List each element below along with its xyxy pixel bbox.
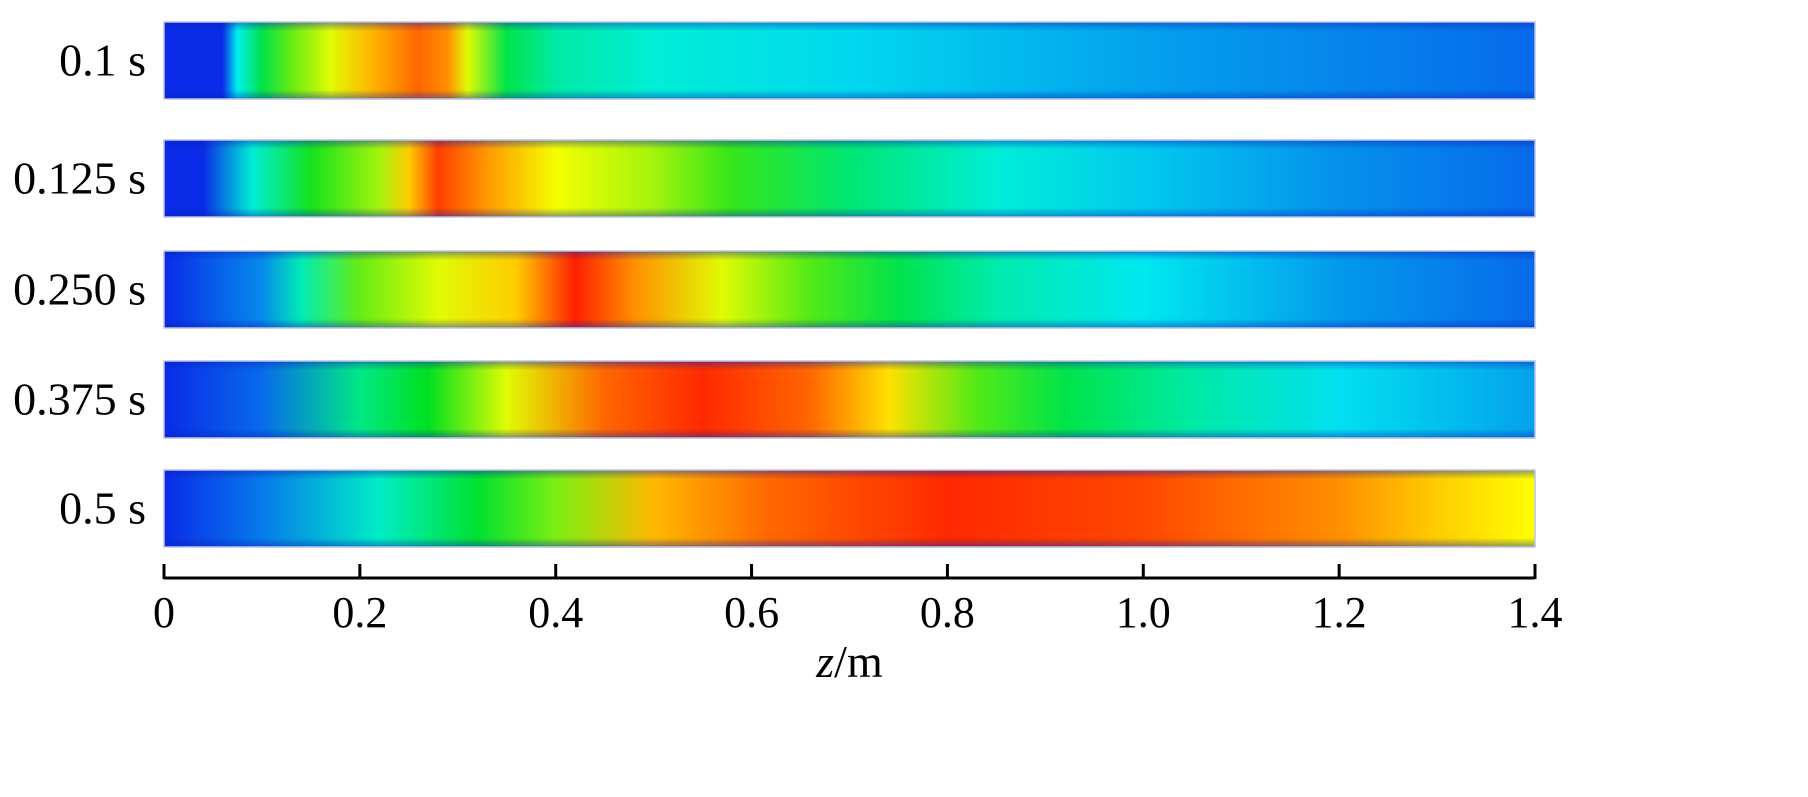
x-axis-title-unit: /m [834,636,883,687]
contour-band-wall-shade-1 [164,140,1535,217]
x-axis-title: z/m [815,636,883,687]
x-tick-label-3: 0.6 [724,588,779,637]
x-axis: 0 0.2 0.4 0.6 0.8 1.0 1.2 1.4 z/m [153,564,1563,687]
x-axis-ticks: 0 0.2 0.4 0.6 0.8 1.0 1.2 1.4 [153,564,1563,637]
x-tick-label-4: 0.8 [920,588,975,637]
row-label-0: 0.1 s [59,35,146,86]
x-tick-label-7: 1.4 [1508,588,1563,637]
contour-band-wall-shade-4 [164,470,1535,547]
contour-band-border-1 [163,139,1536,218]
row-label-1: 0.125 s [13,153,146,204]
contour-band-wall-shade-3 [164,361,1535,438]
contour-band-wall-shade-2 [164,251,1535,328]
row-label-4: 0.5 s [59,483,146,534]
x-tick-label-5: 1.0 [1116,588,1171,637]
contour-band-border-0 [163,21,1536,100]
x-tick-label-6: 1.2 [1312,588,1367,637]
contour-band-border-4 [163,469,1536,548]
contour-band-border-3 [163,360,1536,439]
contour-rows: 0.1 s 0.125 s 0.250 s 0.375 s 0.5 s [13,21,1536,548]
row-label-3: 0.375 s [13,374,146,425]
contour-band-border-2 [163,250,1536,329]
contour-band-wall-shade-0 [164,22,1535,99]
x-tick-label-2: 0.4 [528,588,583,637]
x-tick-label-0: 0 [153,588,175,637]
row-label-2: 0.250 s [13,264,146,315]
x-axis-title-var: z [815,636,834,687]
x-tick-label-1: 0.2 [332,588,387,637]
